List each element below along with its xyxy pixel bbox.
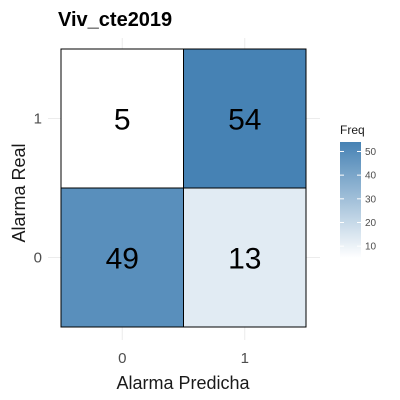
cell-value-label-0-1: 5 — [114, 104, 131, 137]
cell-value-label-1-0: 13 — [228, 243, 261, 276]
x-tick-label-1: 1 — [241, 350, 249, 367]
chart-title: Viv_cte2019 — [58, 9, 172, 31]
cell-value-label-0-0: 49 — [106, 243, 139, 276]
legend-tick-label-10: 10 — [365, 242, 377, 253]
heatmap-cell-0-0 — [60, 187, 184, 328]
heatmap-cell-labels: 5 54 49 13 — [106, 104, 262, 276]
y-axis-title: Alarma Real — [9, 143, 29, 242]
y-tick-label-1: 1 — [34, 111, 42, 128]
heatmap-cell-1-0 — [183, 187, 307, 328]
x-tick-label-0: 0 — [118, 350, 126, 367]
legend-tick-label-20: 20 — [365, 218, 377, 229]
legend-tick-label-40: 40 — [365, 171, 377, 182]
legend-title: Freq — [340, 123, 365, 137]
y-axis-tick-labels: 01 — [34, 111, 42, 267]
y-tick-label-0: 0 — [34, 250, 42, 267]
heatmap-cells — [60, 48, 307, 328]
legend-ticks: 10 20 30 40 50 — [340, 147, 377, 253]
x-axis-title: Alarma Predicha — [116, 373, 250, 393]
legend-tick-label-50: 50 — [365, 147, 377, 158]
legend-colorbar — [340, 142, 361, 258]
heatmap-cell-0-1 — [60, 48, 184, 189]
legend-tick-label-30: 30 — [365, 194, 377, 205]
cell-value-label-1-1: 54 — [228, 104, 261, 137]
